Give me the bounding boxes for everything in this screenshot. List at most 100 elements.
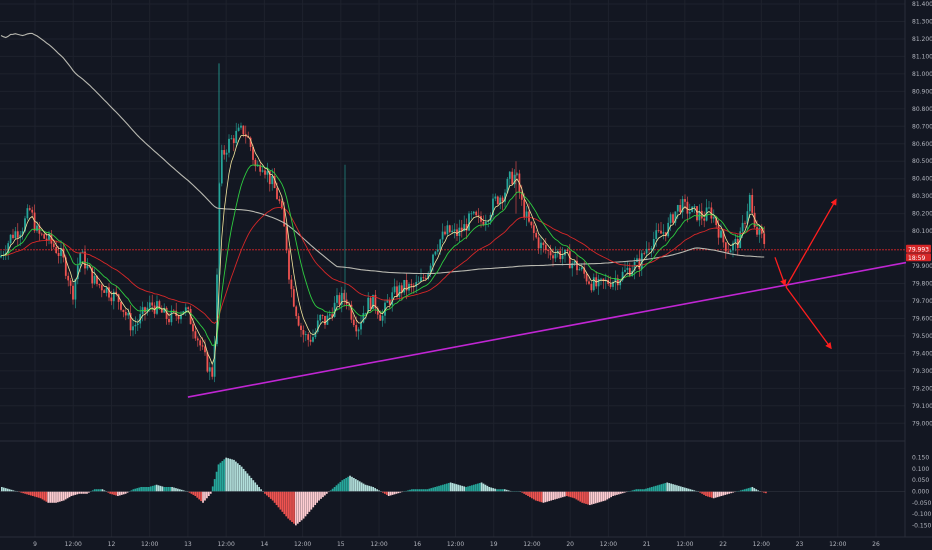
candle-body bbox=[117, 294, 120, 302]
candle-body bbox=[616, 278, 619, 286]
oscillator-bar bbox=[324, 491, 326, 496]
price-axis: 81.400 81.300 81.200 81.100 81.000 80.900 80.8… bbox=[912, 1, 932, 427]
oscillator-bar bbox=[93, 489, 96, 492]
oscillator-bar bbox=[577, 491, 580, 501]
oscillator-bar bbox=[449, 482, 452, 492]
oscillator-bar bbox=[204, 491, 206, 501]
candle-body bbox=[352, 319, 355, 326]
candle-body bbox=[736, 238, 739, 248]
candle-body bbox=[638, 258, 641, 270]
candle-body bbox=[480, 216, 482, 222]
candle-body bbox=[252, 146, 254, 160]
candle-body bbox=[516, 173, 518, 175]
oscillator-bar bbox=[385, 491, 388, 495]
oscillator-bar bbox=[387, 491, 390, 497]
candle-body bbox=[568, 251, 571, 269]
oscillator-bar bbox=[159, 485, 162, 492]
oscillator-bar bbox=[687, 488, 690, 492]
candle-body bbox=[484, 221, 487, 226]
candle-body bbox=[120, 301, 122, 310]
oscillator-bar bbox=[356, 480, 359, 492]
oscillator-bar bbox=[413, 489, 415, 492]
candle-body bbox=[398, 285, 401, 297]
price-tick-label: 81.400 bbox=[912, 1, 932, 8]
oscillator-bar bbox=[57, 491, 59, 503]
oscillator-bar bbox=[422, 489, 425, 492]
candle-body bbox=[55, 246, 58, 254]
oscillator-bar bbox=[41, 491, 44, 500]
oscillator-bar bbox=[430, 488, 433, 492]
oscillator-axis: 0.150 0.100 0.050 0.000 -0.050 -0.100 -0.150 bbox=[912, 455, 932, 530]
candle-body bbox=[520, 191, 523, 200]
oscillator-bar bbox=[242, 468, 245, 492]
candle-body bbox=[360, 322, 362, 330]
oscillator-bar bbox=[527, 491, 529, 497]
oscillator-bar bbox=[635, 489, 638, 492]
candle-body bbox=[338, 295, 341, 305]
oscillator-bar bbox=[397, 491, 400, 494]
candle-body bbox=[624, 269, 626, 272]
oscillator-bar bbox=[163, 486, 166, 492]
time-tick-label: 12:00 bbox=[753, 541, 770, 548]
oscillator-bar bbox=[581, 491, 584, 503]
candle-body bbox=[295, 306, 298, 317]
candle-body bbox=[645, 248, 648, 254]
candle-body bbox=[309, 339, 312, 342]
oscillator-tick-label: 0.100 bbox=[912, 466, 929, 473]
candle-body bbox=[422, 277, 425, 279]
time-tick-label: 14 bbox=[261, 541, 269, 548]
oscillator-bar bbox=[329, 490, 332, 492]
candle-body bbox=[122, 309, 125, 312]
oscillator-bar bbox=[142, 486, 144, 492]
oscillator-bar bbox=[107, 491, 110, 493]
oscillator-bar bbox=[409, 489, 411, 492]
candle-body bbox=[211, 367, 214, 377]
oscillator-bar bbox=[710, 491, 713, 498]
candle-body bbox=[468, 213, 470, 231]
oscillator-bar bbox=[196, 491, 199, 498]
oscillator-bar bbox=[157, 485, 160, 492]
candle-body bbox=[134, 324, 137, 327]
oscillator-bar bbox=[322, 491, 324, 498]
oscillator-bar bbox=[126, 491, 129, 493]
candle-body bbox=[357, 329, 360, 332]
oscillator-bar bbox=[534, 491, 537, 501]
oscillator-bar bbox=[233, 459, 235, 492]
oscillator-bar bbox=[74, 491, 77, 495]
oscillator-bar bbox=[730, 491, 732, 494]
oscillator-bar bbox=[117, 491, 119, 497]
oscillator-bar bbox=[153, 485, 156, 492]
time-tick-label: 12:00 bbox=[523, 541, 540, 548]
oscillator-bar bbox=[331, 488, 334, 492]
candle-body bbox=[446, 225, 449, 235]
oscillator-bar bbox=[149, 486, 152, 492]
oscillator-bar bbox=[596, 491, 599, 503]
candle-body bbox=[64, 257, 67, 276]
oscillator-bar bbox=[264, 491, 266, 494]
oscillator-bar bbox=[296, 491, 299, 524]
oscillator-bar bbox=[306, 491, 309, 515]
candle-body bbox=[496, 196, 499, 205]
candle-body bbox=[312, 337, 314, 342]
oscillator-bar bbox=[633, 489, 636, 492]
oscillator-tick-label: -0.100 bbox=[912, 511, 932, 518]
candle-body bbox=[172, 310, 175, 312]
candle-body bbox=[384, 302, 386, 316]
oscillator-bar bbox=[99, 489, 102, 492]
oscillator-bar bbox=[372, 486, 375, 492]
oscillator-bar bbox=[685, 488, 688, 492]
candle-body bbox=[170, 310, 173, 323]
grid bbox=[0, 0, 905, 537]
oscillator-bar bbox=[130, 490, 133, 492]
current-price-box bbox=[906, 244, 931, 253]
candle-body bbox=[626, 268, 629, 270]
oscillator-bar bbox=[66, 491, 69, 499]
oscillator-bar bbox=[238, 464, 241, 492]
candle-body bbox=[703, 218, 706, 221]
candle-body bbox=[744, 222, 746, 224]
candle-body bbox=[691, 206, 694, 213]
candle-body bbox=[189, 309, 192, 325]
oscillator-bar bbox=[339, 481, 342, 492]
oscillator-bar bbox=[467, 486, 469, 492]
